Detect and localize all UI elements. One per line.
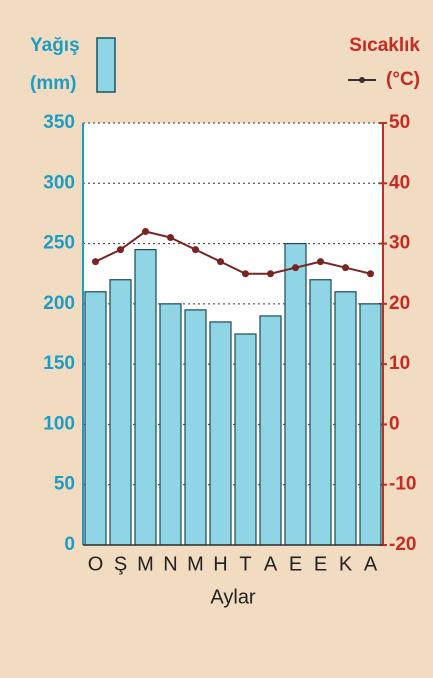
y2-tick-label: 0 (389, 413, 400, 434)
y-tick-label: 100 (43, 413, 75, 434)
bar (234, 333, 257, 546)
y-tick-label: 50 (54, 474, 75, 495)
bar (284, 242, 307, 546)
legend-line-label: Sıcaklık (349, 35, 420, 56)
bar (309, 279, 332, 546)
y2-tick-label: -20 (389, 534, 416, 555)
bar (159, 303, 182, 546)
y-tick-label: 250 (43, 233, 75, 254)
y2-tick-label: 20 (389, 293, 410, 314)
bar (184, 309, 207, 546)
x-tick-label: E (289, 553, 302, 575)
x-tick-label: Ş (114, 553, 127, 575)
y2-tick-label: 30 (389, 233, 410, 254)
temperature-point (117, 246, 124, 254)
y2-tick-label: 40 (389, 172, 410, 193)
y-tick-label: 350 (43, 112, 75, 133)
temperature-point (192, 246, 199, 254)
x-tick-label: E (314, 553, 327, 575)
plot-area (83, 123, 383, 545)
y-tick-label: 0 (64, 534, 75, 555)
legend-bar-label: Yağış (30, 35, 80, 56)
y-tick-label: 200 (43, 293, 75, 314)
x-tick-label: M (187, 553, 204, 575)
temperature-point (367, 270, 374, 278)
bar (109, 279, 132, 546)
temperature-point (267, 270, 274, 278)
y2-axis-label: (°C) (386, 69, 420, 90)
x-tick-label: O (88, 553, 104, 575)
bar (334, 291, 357, 546)
legend-bar-swatch (96, 37, 116, 93)
y2-tick-label: -10 (389, 474, 416, 495)
x-tick-label: H (213, 553, 227, 575)
x-tick-label: A (364, 553, 378, 575)
bar (359, 303, 382, 546)
temperature-point (142, 228, 149, 236)
y-tick-label: 150 (43, 353, 75, 374)
temperature-point (292, 264, 299, 272)
temperature-point (92, 258, 99, 266)
x-tick-label: K (339, 553, 353, 575)
temperature-point (217, 258, 224, 266)
y2-tick-label: 10 (389, 353, 410, 374)
bar (84, 291, 107, 546)
temperature-point (317, 258, 324, 266)
x-tick-label: M (137, 553, 154, 575)
y-tick-label: 300 (43, 172, 75, 193)
x-tick-label: N (163, 553, 177, 575)
x-tick-label: A (264, 553, 278, 575)
y-axis-label: (mm) (30, 73, 76, 94)
y2-tick-label: 50 (389, 112, 410, 133)
temperature-line (95, 230, 371, 275)
temperature-point (342, 264, 349, 272)
temperature-point (167, 234, 174, 242)
bar (134, 249, 157, 546)
legend-line-dot (359, 77, 365, 83)
temperature-point (242, 270, 249, 278)
x-axis-label: Aylar (210, 586, 256, 608)
x-tick-label: T (239, 553, 251, 575)
bar (209, 321, 232, 546)
bar (259, 315, 282, 546)
